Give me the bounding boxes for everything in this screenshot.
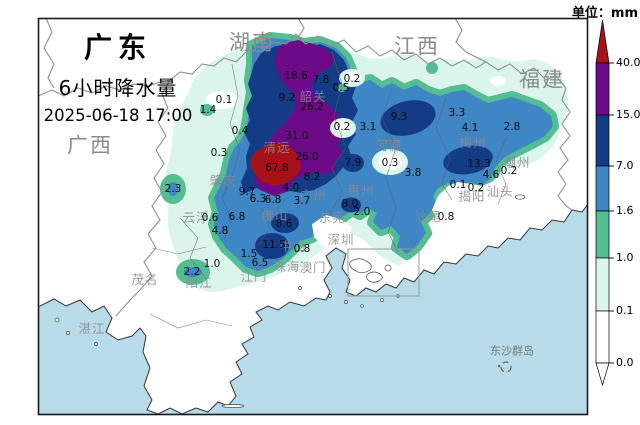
- contour-green-dot: [426, 62, 438, 74]
- legend-tick-label: 40.0: [616, 56, 640, 69]
- page-title: 广东: [83, 31, 152, 64]
- islands: [54, 194, 526, 408]
- contour-navy: [342, 154, 364, 172]
- contour-navy: [443, 145, 493, 175]
- sea: [39, 205, 587, 414]
- legend-colorbar: [595, 19, 614, 387]
- coastline: [39, 204, 587, 414]
- map-subtitle: 6小时降水量: [58, 76, 178, 100]
- contour-green-dot: [200, 104, 214, 116]
- map-title-block: 广东 6小时降水量 2025-06-18 17:00: [40, 26, 196, 125]
- city-boundaries: [149, 51, 507, 329]
- dry-pocket: [378, 154, 402, 170]
- dry-coastal-plain: [432, 166, 540, 230]
- hk-boundary-box: [347, 248, 420, 297]
- contour-navy: [255, 233, 289, 259]
- contour-red: [250, 143, 301, 186]
- dongsha-atoll-icon: [497, 361, 512, 373]
- contour-navy: [341, 197, 361, 213]
- legend-unit-label: 单位：mm: [571, 6, 638, 21]
- legend-tick-label: 7.0: [616, 159, 634, 172]
- dry-pocket: [345, 72, 361, 82]
- dry-pocket: [334, 121, 350, 133]
- contour-navy: [380, 100, 436, 136]
- dry-pocket: [490, 76, 506, 86]
- contour-cell: [176, 259, 210, 285]
- dry-delta-east: [312, 215, 352, 250]
- map-frame: [37, 17, 589, 416]
- contour-green-dot: [337, 84, 347, 92]
- legend-tick-marks: [609, 62, 614, 364]
- legend-tick-label: 15.0: [616, 108, 640, 121]
- contour-navy: [271, 213, 299, 233]
- legend-tick-label: 0.0: [616, 356, 634, 369]
- map-datetime: 2025-06-18 17:00: [43, 106, 193, 125]
- contour-cell: [160, 174, 186, 204]
- legend-tick-label: 0.1: [616, 304, 634, 317]
- dry-pocket: [206, 91, 238, 109]
- legend-tick-label: 1.6: [616, 204, 634, 217]
- province-borders: [39, 19, 573, 317]
- legend-tick-label: 1.0: [616, 251, 634, 264]
